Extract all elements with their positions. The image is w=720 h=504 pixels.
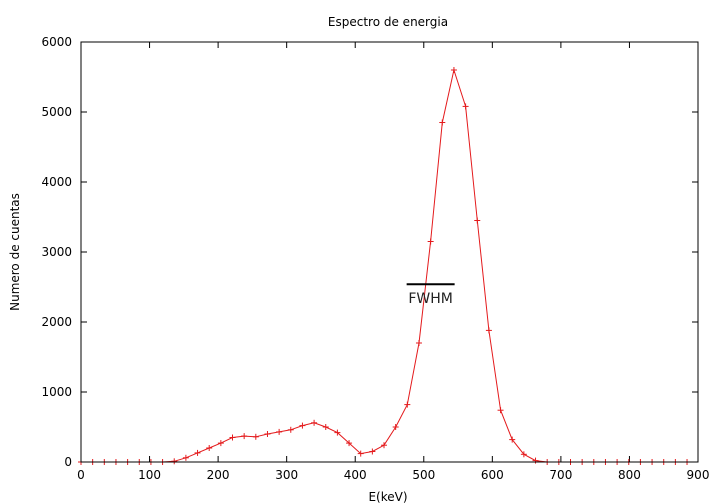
data-point-marker	[474, 217, 481, 224]
data-point-marker	[532, 457, 539, 464]
data-point-marker	[229, 434, 236, 441]
data-point-marker	[439, 119, 446, 126]
data-point-marker	[182, 454, 189, 461]
x-tick-label: 400	[344, 468, 367, 482]
data-point-marker	[497, 407, 504, 414]
data-point-marker	[171, 458, 178, 465]
annotation-layer: FWHM	[406, 283, 455, 307]
data-point-marker	[322, 424, 329, 430]
data-point-marker	[194, 449, 201, 456]
fwhm-label: FWHM	[408, 291, 453, 307]
tick-layer: 0 100 200 300 400 500 600 700 800 900 0 1000 2000 300…	[41, 35, 709, 482]
data-point-marker	[392, 424, 399, 430]
y-tick-label: 1000	[41, 385, 72, 399]
y-axis-label: Numero de cuentas	[8, 193, 22, 311]
y-tick-label: 4000	[41, 175, 72, 189]
x-tick-label: 900	[687, 468, 710, 482]
data-point-marker	[217, 440, 224, 447]
data-point-marker	[252, 433, 259, 440]
x-tick-label: 600	[481, 468, 504, 482]
plot-frame	[80, 41, 699, 463]
x-tick-label: 700	[549, 468, 572, 482]
data-point-marker	[241, 433, 248, 440]
data-point-marker	[334, 429, 341, 436]
y-tick-label: 3000	[41, 245, 72, 259]
data-point-marker	[404, 401, 411, 408]
data-point-marker	[206, 445, 213, 451]
data-point-marker	[381, 442, 388, 449]
x-tick-label: 200	[207, 468, 230, 482]
x-tick-label: 300	[275, 468, 298, 482]
data-point-marker	[462, 103, 469, 110]
x-axis-label: E(keV)	[368, 490, 407, 504]
y-tick-label: 0	[64, 455, 72, 469]
data-point-marker	[369, 448, 376, 455]
line-layer	[81, 68, 687, 463]
x-tick-label: 100	[138, 468, 161, 482]
data-point-marker	[287, 426, 294, 433]
y-tick-label: 6000	[41, 35, 72, 49]
data-point-marker	[450, 67, 457, 73]
chart-title: Espectro de energia	[328, 15, 448, 29]
data-point-marker	[264, 431, 271, 437]
data-point-marker	[357, 450, 364, 457]
y-tick-label: 2000	[41, 315, 72, 329]
data-point-marker	[346, 440, 353, 447]
x-tick-label: 800	[618, 468, 641, 482]
data-point-marker	[276, 428, 283, 435]
data-point-marker	[415, 340, 422, 346]
data-point-marker	[520, 451, 527, 458]
data-point-marker	[311, 419, 318, 426]
data-point-marker	[427, 238, 434, 245]
marker-layer	[78, 67, 691, 465]
series-line	[81, 68, 687, 463]
data-point-marker	[299, 422, 306, 429]
x-tick-label: 500	[412, 468, 435, 482]
y-tick-label: 5000	[41, 105, 72, 119]
data-point-marker	[485, 327, 492, 334]
data-point-marker	[509, 436, 516, 443]
x-tick-label: 0	[77, 468, 85, 482]
